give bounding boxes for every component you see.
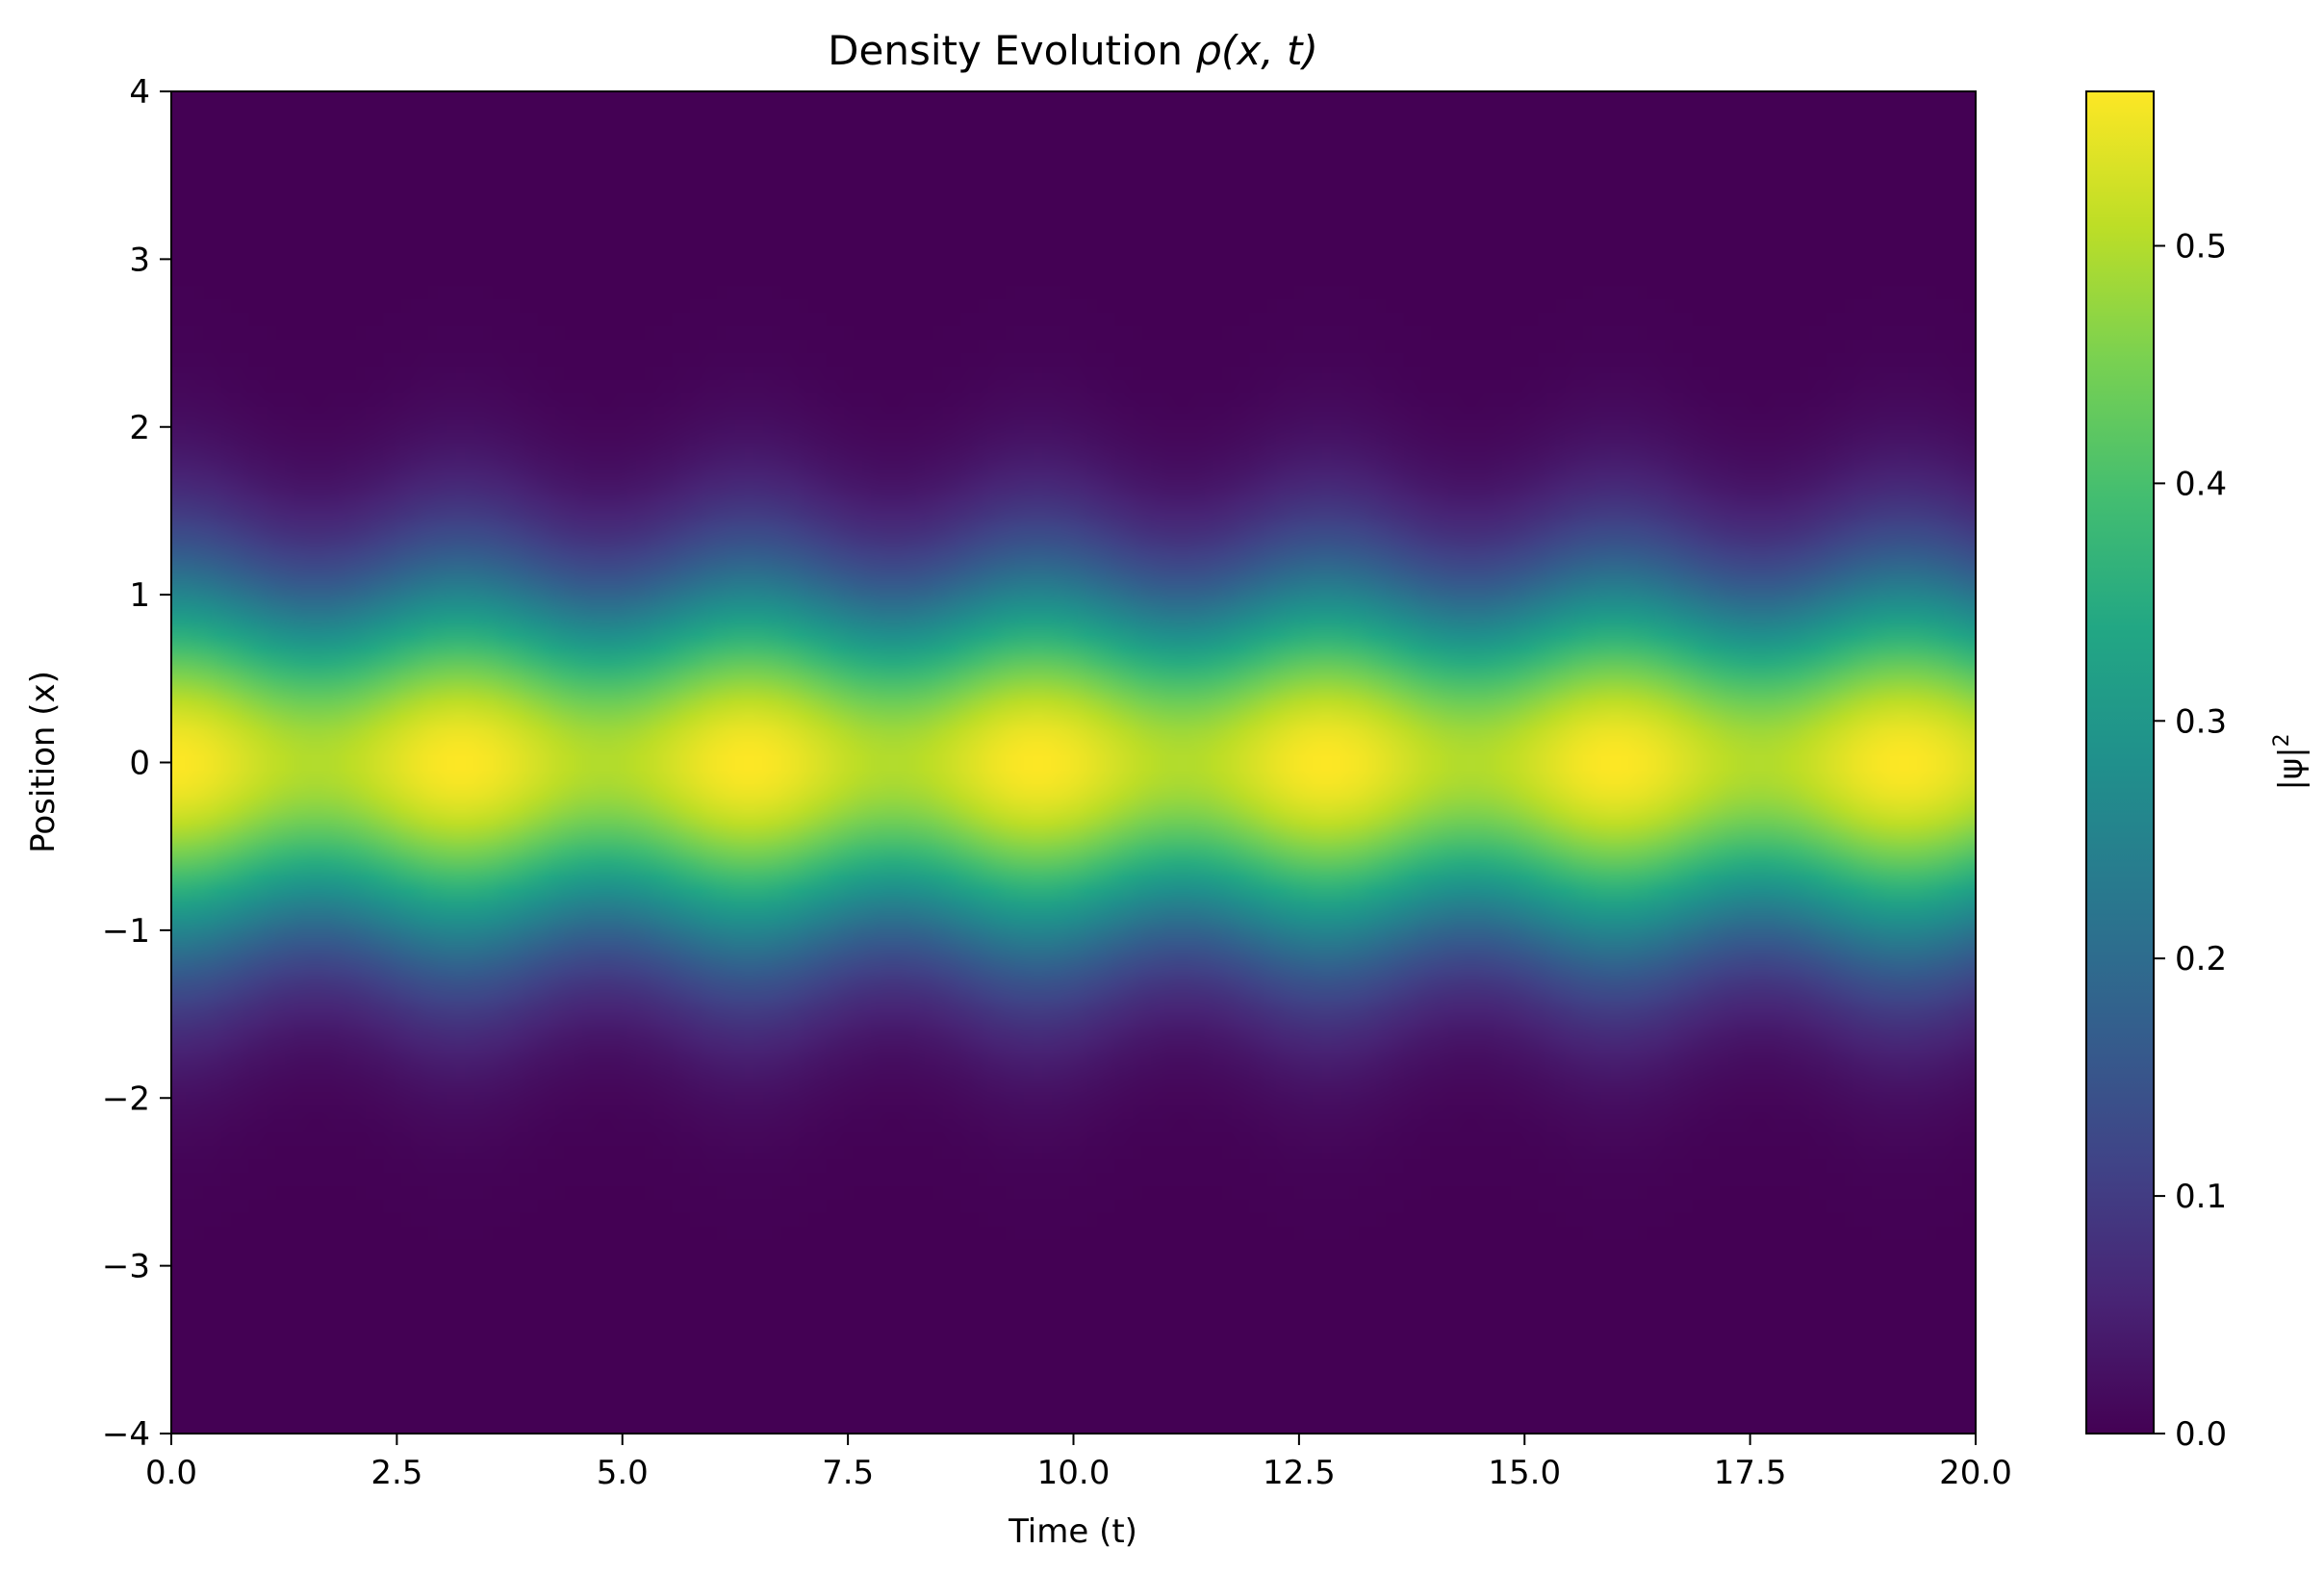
y-tick-label: −2 bbox=[102, 1079, 150, 1118]
chart-title: Density Evolution ρ(x, t) bbox=[828, 27, 1318, 74]
x-tick-label: 5.0 bbox=[597, 1454, 649, 1492]
y-tick-label: 0 bbox=[129, 745, 150, 783]
colorbar-tick-label: 0.0 bbox=[2175, 1415, 2227, 1454]
y-tick-label: −3 bbox=[102, 1248, 150, 1286]
heatmap bbox=[171, 91, 1976, 1434]
y-axis: −4 −3 −2 −1 0 1 2 3 4 bbox=[102, 73, 171, 1454]
colorbar-tick-label: 0.4 bbox=[2175, 465, 2227, 503]
colorbar-axis: 0.0 0.1 0.2 0.3 0.4 0.5 bbox=[2154, 227, 2227, 1454]
x-tick-label: 17.5 bbox=[1714, 1454, 1787, 1492]
colorbar-tick-label: 0.3 bbox=[2175, 702, 2227, 741]
colorbar-tick-label: 0.2 bbox=[2175, 940, 2227, 978]
heatmap-image bbox=[171, 91, 1976, 1434]
x-axis: 0.0 2.5 5.0 7.5 10.0 12.5 15.0 17.5 20.0 bbox=[145, 1434, 2012, 1492]
colorbar-tick-label: 0.5 bbox=[2175, 227, 2227, 266]
y-axis-label: Position (x) bbox=[24, 671, 63, 853]
x-tick-label: 20.0 bbox=[1939, 1454, 2012, 1492]
colorbar bbox=[2085, 90, 2155, 1434]
x-axis-label: Time (t) bbox=[1008, 1512, 1137, 1551]
colorbar-label: |ψ|2 bbox=[2270, 733, 2311, 790]
y-tick-label: 1 bbox=[129, 576, 150, 615]
x-tick-label: 0.0 bbox=[145, 1454, 197, 1492]
y-tick-label: 3 bbox=[129, 241, 150, 279]
colorbar-tick-label: 0.1 bbox=[2175, 1178, 2227, 1216]
y-tick-label: 4 bbox=[129, 73, 150, 112]
y-tick-label: 2 bbox=[129, 409, 150, 447]
y-tick-label: −4 bbox=[102, 1415, 150, 1454]
x-tick-label: 12.5 bbox=[1263, 1454, 1336, 1492]
y-tick-label: −1 bbox=[102, 912, 150, 951]
x-tick-label: 2.5 bbox=[370, 1454, 422, 1492]
x-tick-label: 7.5 bbox=[822, 1454, 874, 1492]
x-tick-label: 10.0 bbox=[1037, 1454, 1111, 1492]
x-tick-label: 15.0 bbox=[1488, 1454, 1561, 1492]
